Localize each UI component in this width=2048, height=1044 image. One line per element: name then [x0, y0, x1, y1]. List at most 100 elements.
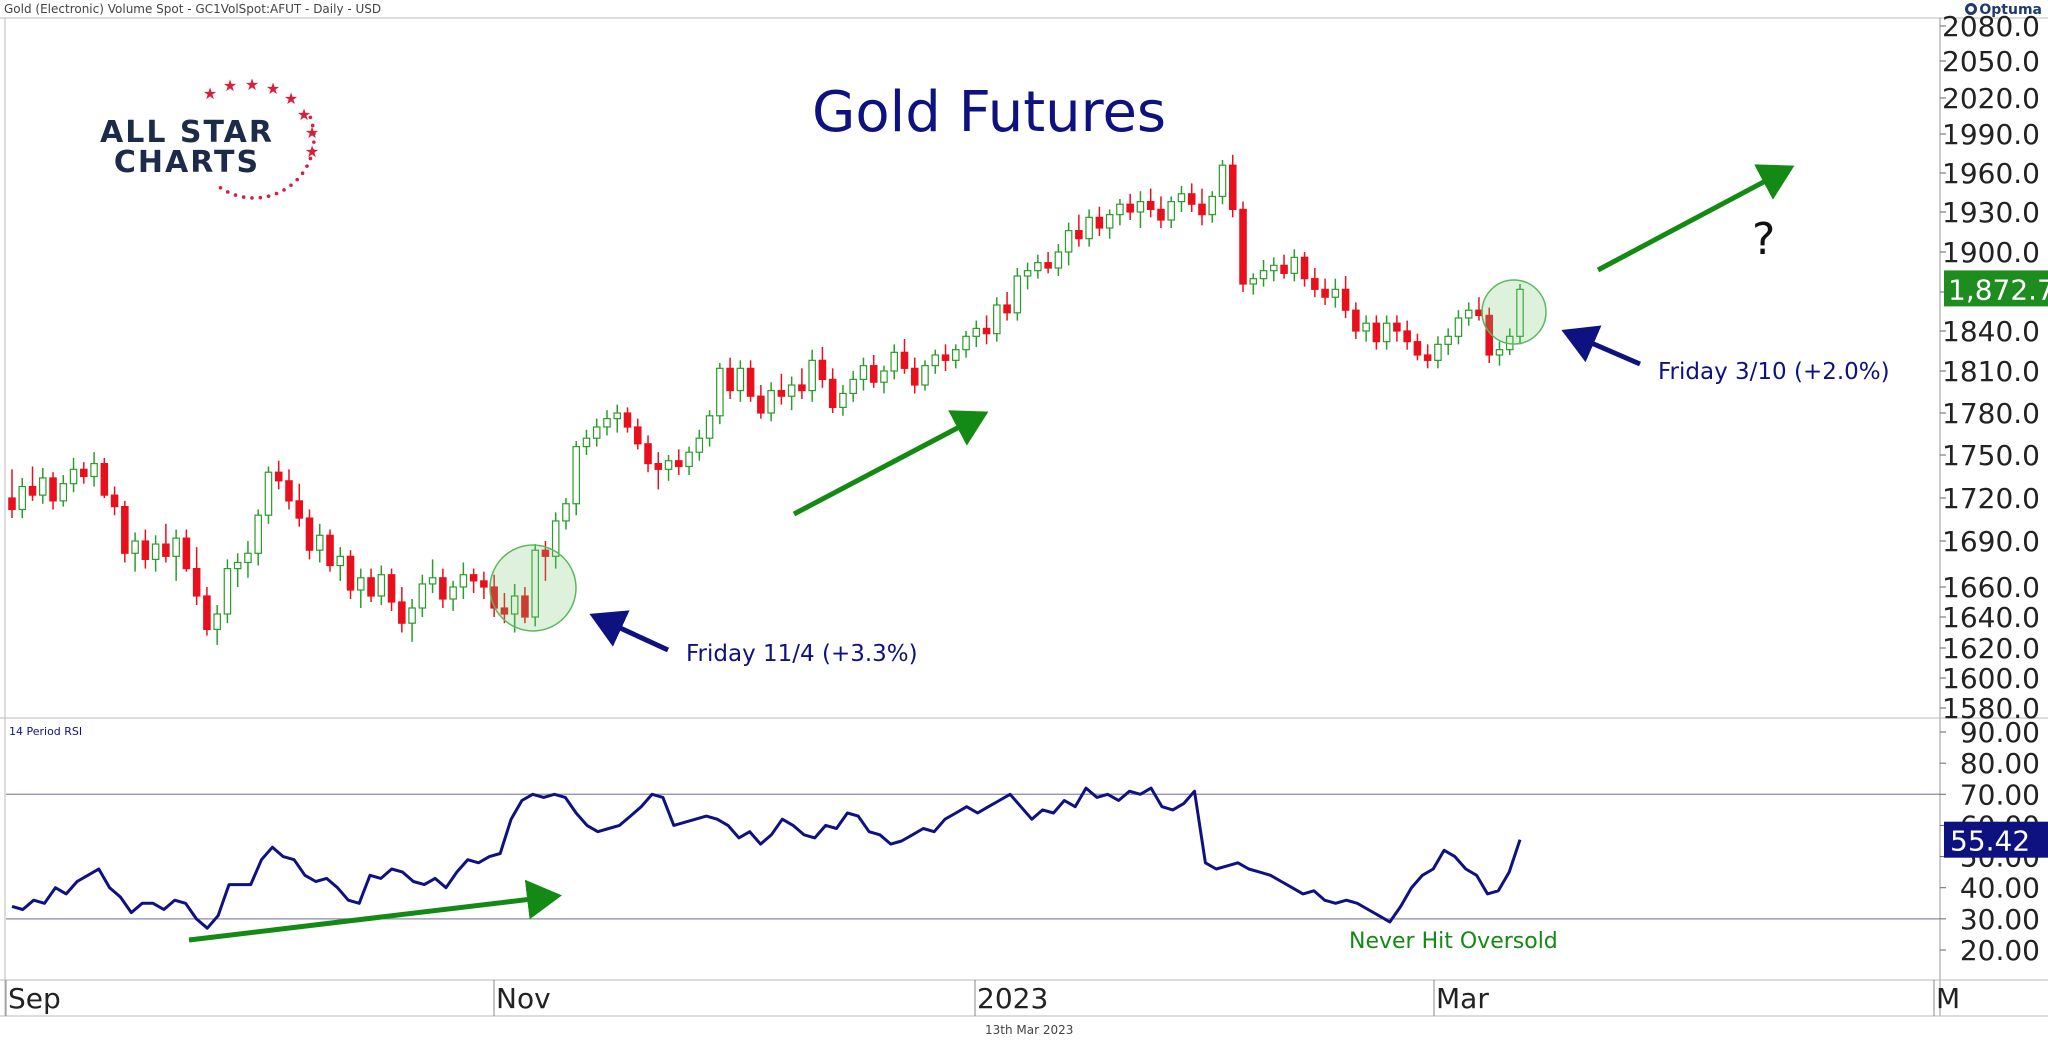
- candle-body: [1341, 288, 1350, 311]
- candle-body: [726, 367, 734, 392]
- logo-dot: [308, 115, 313, 120]
- rsi-tick-label: 20.00: [1960, 934, 2040, 967]
- candle-body: [1085, 216, 1093, 240]
- candle-body: [562, 503, 570, 522]
- candle-body: [869, 365, 878, 383]
- candle-body: [80, 468, 88, 478]
- candle-body: [777, 390, 786, 397]
- candle-body: [1516, 288, 1524, 337]
- rsi-line-path: [11, 786, 1522, 930]
- candle-body: [839, 392, 847, 408]
- candle-body: [1208, 195, 1217, 216]
- price-tick-label: 1810.0: [1942, 355, 2040, 388]
- candle-body: [1475, 309, 1483, 317]
- annotation-oversold: Never Hit Oversold: [1349, 929, 1558, 954]
- price-tick-label: 1840.0: [1942, 315, 2040, 348]
- candle-body: [941, 354, 950, 361]
- price-tick-label: 1620.0: [1942, 632, 2040, 665]
- rsi-label: 14 Period RSI: [9, 725, 83, 738]
- candle-body: [18, 485, 27, 511]
- candle-body: [469, 574, 478, 582]
- candle-body: [613, 412, 622, 420]
- candle-body: [141, 540, 150, 560]
- candle-body: [623, 412, 632, 428]
- candle-body: [541, 549, 550, 557]
- price-tick-label: 1990.0: [1942, 118, 2040, 151]
- chart-frame: [0, 17, 2048, 1017]
- candle-body: [500, 607, 509, 615]
- candle-body: [346, 555, 355, 591]
- candle-body: [654, 463, 663, 470]
- candle-body: [1423, 354, 1432, 361]
- candle-body: [8, 497, 16, 511]
- candle-body: [131, 540, 139, 554]
- logo-dot: [312, 131, 316, 136]
- candle-body: [746, 367, 755, 397]
- candle-body: [900, 351, 909, 369]
- candle-body: [1352, 309, 1360, 332]
- candle-body: [182, 537, 191, 570]
- price-tick-label: 1930.0: [1942, 196, 2040, 229]
- price-tick-label: 1580.0: [1942, 692, 2040, 725]
- candle-body: [880, 370, 888, 383]
- candle-body: [254, 514, 262, 554]
- annotation-mar: Friday 3/10 (+2.0%): [1658, 359, 1890, 385]
- candle-body: [685, 451, 693, 468]
- candle-body: [962, 335, 970, 351]
- candle-body: [1003, 304, 1011, 314]
- logo-dot: [274, 191, 279, 196]
- candle-body: [449, 586, 457, 600]
- arrow-navy-mar: [1561, 325, 1641, 367]
- candle-body: [90, 463, 98, 478]
- candle-body: [572, 446, 580, 505]
- candle-body: [1136, 201, 1145, 213]
- candle-body: [910, 367, 919, 386]
- rsi-tick-label: 70.00: [1960, 778, 2040, 811]
- candle-body: [1382, 322, 1391, 343]
- logo-dot: [241, 195, 246, 199]
- candle-body: [972, 327, 981, 337]
- candle-body: [1495, 349, 1504, 356]
- candle-body: [398, 601, 406, 624]
- rsi-tick-label: 30.00: [1960, 903, 2040, 936]
- candle-body: [459, 574, 468, 588]
- candle-body: [1434, 343, 1442, 361]
- price-tick-label: 1780.0: [1942, 397, 2040, 430]
- candle-body: [808, 359, 816, 392]
- logo-star-icon: ★: [245, 75, 259, 94]
- rsi-series: [11, 786, 1522, 930]
- rsi-tick-label: 80.00: [1960, 747, 2040, 780]
- logo-dot: [310, 148, 315, 153]
- candle-body: [1280, 264, 1288, 274]
- candle-body: [1105, 214, 1114, 229]
- candle-body: [1372, 322, 1381, 343]
- logo-star-icon: ★: [203, 84, 217, 103]
- candle-body: [110, 494, 119, 508]
- candle-body: [285, 480, 293, 502]
- logo-line-2: CHARTS: [113, 145, 261, 180]
- rsi-last-label: 55.42: [1950, 825, 2030, 858]
- time-tick-label: M: [1936, 982, 1960, 1015]
- candle-body: [1054, 251, 1063, 269]
- footer-date: 13th Mar 2023: [985, 1023, 1074, 1037]
- price-tick-label: 2080.0: [1942, 10, 2040, 43]
- instrument-header: Gold (Electronic) Volume Spot - GC1VolSp…: [4, 2, 382, 16]
- candle-body: [264, 471, 273, 516]
- price-tick-label: 1640.0: [1942, 601, 2040, 634]
- candle-body: [1034, 262, 1042, 272]
- candle-body: [69, 468, 78, 485]
- candle-body: [921, 365, 929, 386]
- candle-body: [1444, 335, 1452, 345]
- candle-body: [192, 567, 201, 597]
- candle-body: [521, 595, 529, 618]
- candle-body: [377, 574, 386, 597]
- logo-dot: [300, 171, 305, 176]
- highlight-circle-nov: [489, 544, 577, 632]
- candle-body: [387, 574, 396, 603]
- candle-body: [1177, 193, 1186, 203]
- logo-dot: [310, 123, 315, 128]
- candle-body: [1300, 256, 1309, 280]
- candle-body: [1023, 270, 1032, 277]
- candle-body: [1044, 262, 1052, 269]
